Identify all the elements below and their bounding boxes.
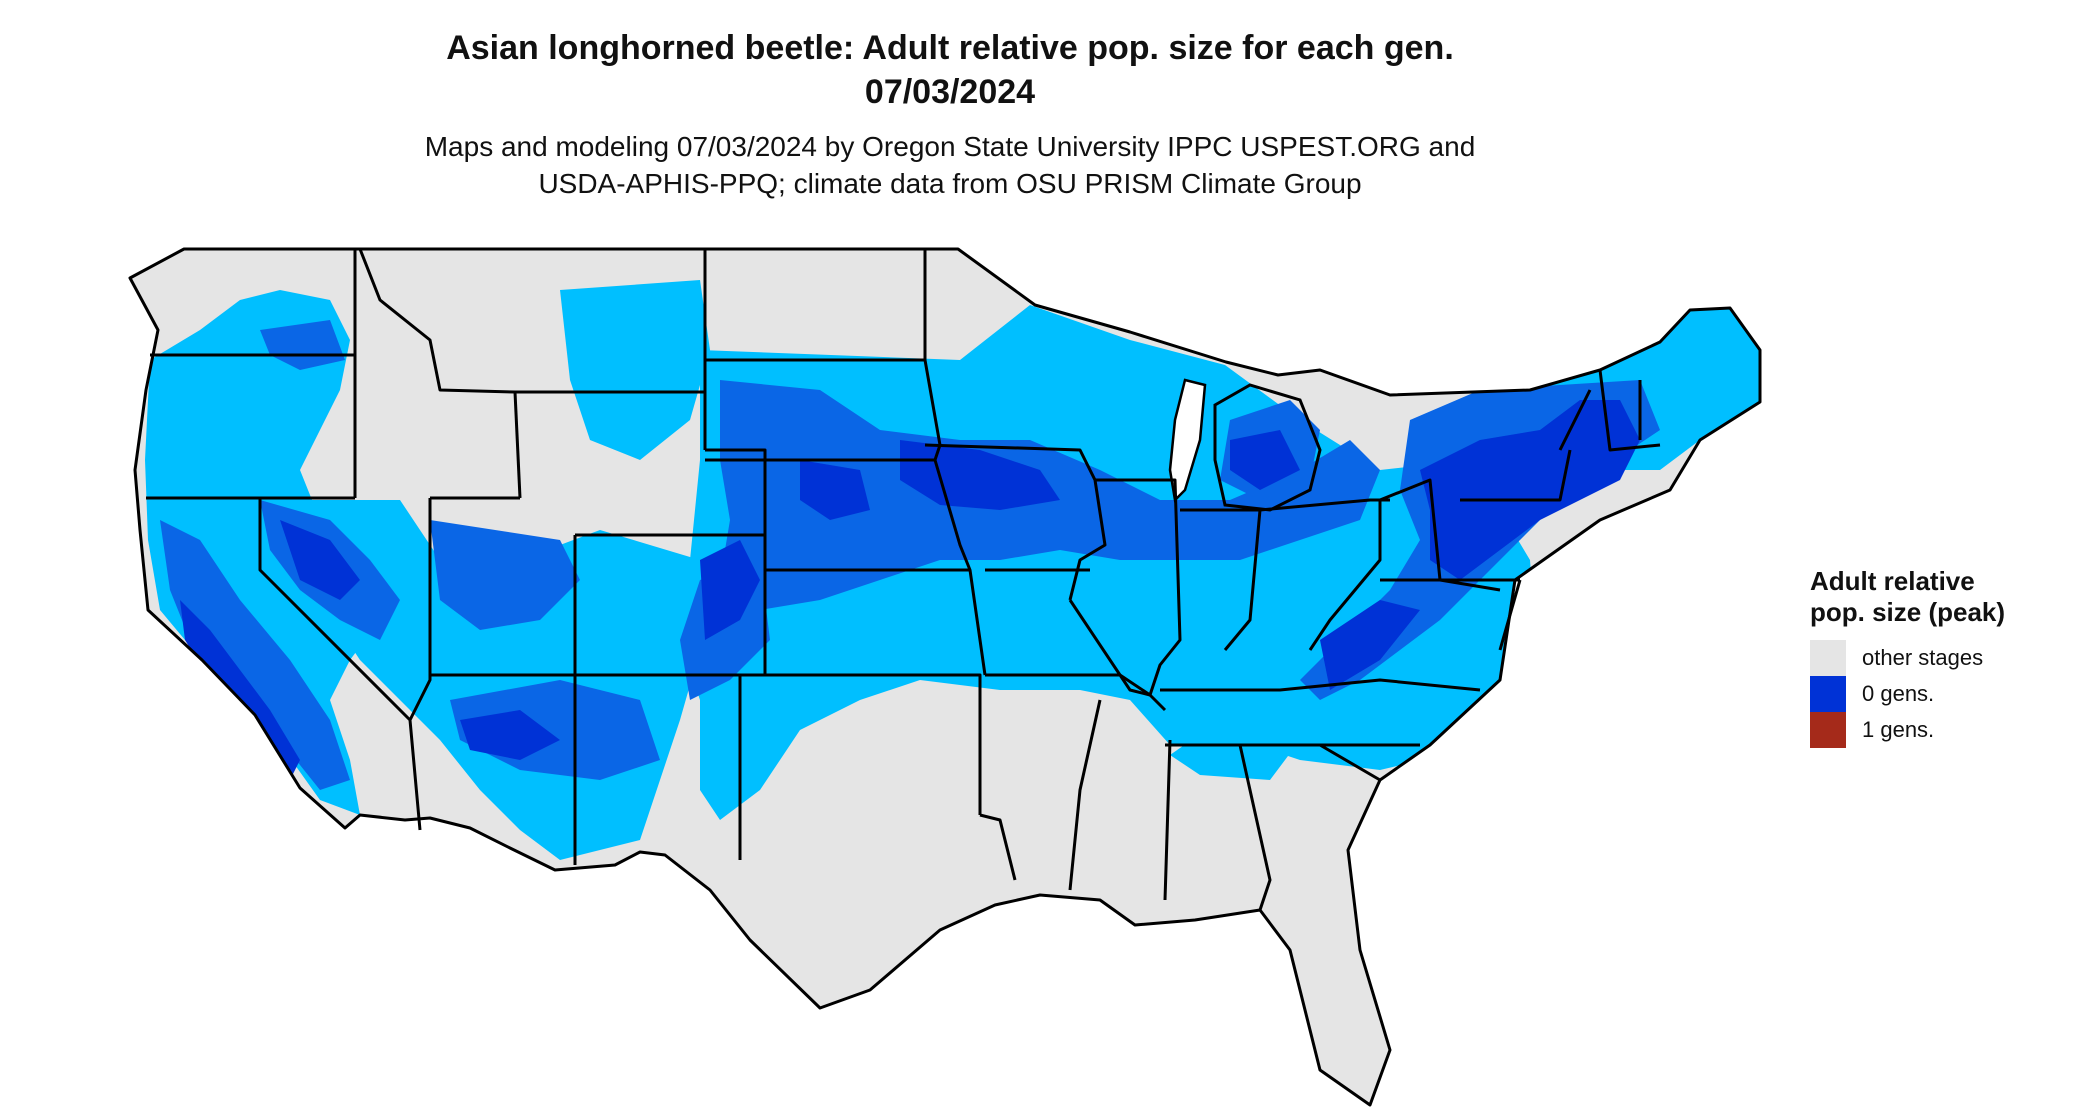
legend-items: other stages 0 gens. 1 gens. — [1810, 640, 2080, 748]
chart-title-line1: Asian longhorned beetle: Adult relative … — [446, 29, 1454, 67]
chart-title-line2: 07/03/2024 — [864, 73, 1036, 111]
chart-subtitle-line2: USDA-APHIS-PPQ; climate data from OSU PR… — [538, 168, 1362, 199]
chart-subtitle-line1: Maps and modeling 07/03/2024 by Oregon S… — [424, 131, 1476, 162]
legend-item-1-gens: 1 gens. — [1810, 712, 2080, 748]
legend: Adult relative pop. size (peak) other st… — [1810, 566, 2080, 748]
legend-swatch-0-gens — [1810, 676, 1846, 712]
legend-swatch-1-gens — [1810, 712, 1846, 748]
legend-item-0-gens: 0 gens. — [1810, 676, 2080, 712]
legend-label-other-stages: other stages — [1862, 645, 1984, 670]
legend-title: Adult relative pop. size (peak) — [1810, 566, 2006, 627]
legend-swatch-other-stages — [1810, 640, 1846, 676]
state-borders — [128, 247, 1762, 1107]
dark-blue-zones — [180, 400, 1640, 780]
legend-label-0-gens: 0 gens. — [1862, 681, 1935, 706]
great-lakes — [1168, 378, 1207, 503]
michigan-outline — [1213, 383, 1322, 512]
legend-label-1-gens: 1 gens. — [1862, 717, 1935, 742]
legend-item-other-stages: other stages — [1810, 640, 2080, 676]
